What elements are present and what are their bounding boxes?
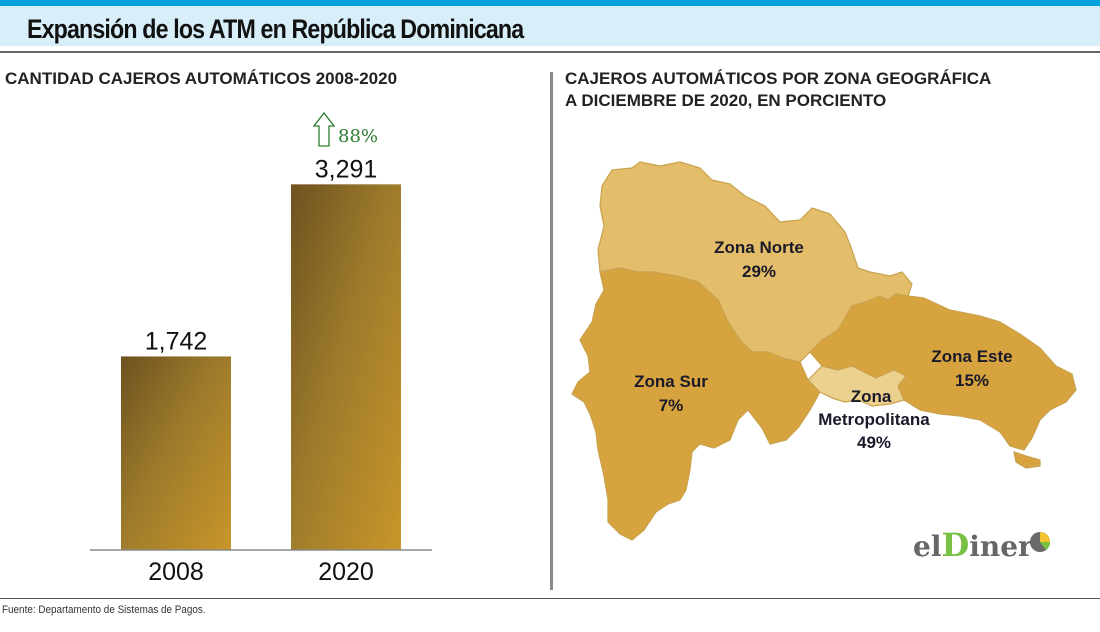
footer-divider [0,598,1100,599]
logo-text-el: el [913,530,942,563]
bar-chart-title: CANTIDAD CAJEROS AUTOMÁTICOS 2008-2020 [5,69,398,88]
label-zona-norte: Zona Norte [714,238,804,257]
map-title-line1: CAJEROS AUTOMÁTICOS POR ZONA GEOGRÁFICA [565,69,992,88]
value-label-2008: 1,742 [145,327,208,355]
value-zona-norte: 29% [742,262,776,281]
x-tick-2008: 2008 [148,558,204,586]
map-labels: Zona Norte 29% Zona Sur 7% Zona Este 15%… [634,238,1012,452]
eldinero-logo: elDiner [913,526,1033,564]
bar-2008 [121,356,231,550]
region-zona-este-island[interactable] [1013,451,1041,469]
bar-group [121,184,401,551]
value-zona-sur: 7% [659,396,684,415]
map-title-line2: A DICIEMBRE DE 2020, EN PORCIENTO [565,91,887,110]
label-zona-metro-2: Metropolitana [818,410,930,429]
x-tick-2020: 2020 [318,558,374,586]
logo-text-d: D [941,526,970,564]
top-accent-bar [0,0,1100,6]
page-title: Expansión de los ATM en República Domini… [27,14,524,44]
section-divider [550,72,553,590]
bar-2020 [291,184,401,551]
growth-percent: 88% [338,126,378,147]
region-zona-sur[interactable] [571,267,821,541]
label-zona-este: Zona Este [931,347,1012,366]
label-zona-sur: Zona Sur [634,372,708,391]
logo-pie-icon [1030,532,1050,552]
value-label-2020: 3,291 [315,155,378,183]
value-labels: 1,742 3,291 [145,155,378,355]
header-divider [0,51,1100,53]
growth-annotation: 88% [312,111,378,147]
value-zona-metro: 49% [857,433,891,452]
up-arrow-icon [312,111,336,147]
region-zona-metropolitana[interactable] [807,365,907,407]
label-zona-metro-1: Zona [851,387,892,406]
x-tick-labels: 2008 2020 [148,558,374,586]
logo-text-iner: iner [969,530,1033,563]
value-zona-este: 15% [955,371,989,390]
source-note: Fuente: Departamento de Sistemas de Pago… [2,604,206,616]
map [571,161,1077,541]
title-bar: Expansión de los ATM en República Domini… [0,6,1100,46]
